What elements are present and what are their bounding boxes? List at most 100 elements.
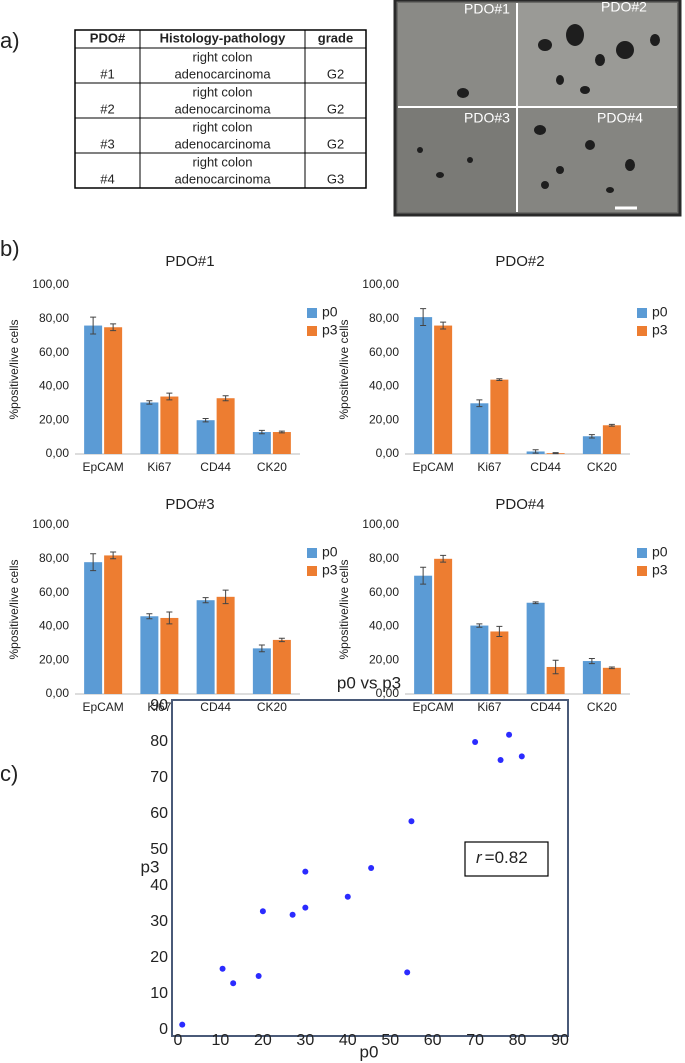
x-tick-label: CK20	[257, 700, 287, 714]
table-border	[74, 29, 367, 189]
y-tick-label: 60,00	[39, 585, 69, 599]
y-tick-label: 40,00	[369, 619, 399, 633]
table-cell: right colon	[193, 119, 253, 134]
chart-title: PDO#1	[165, 253, 214, 270]
annotation-symbol: r	[476, 848, 483, 867]
x-tick-label: CD44	[200, 460, 231, 474]
point	[472, 739, 479, 745]
x-tick-label: Ki67	[477, 700, 501, 714]
error-bar	[608, 423, 615, 427]
x-axis-label: p0	[360, 1042, 379, 1061]
table-cell: adenocarcinoma	[174, 101, 271, 116]
bar	[272, 432, 291, 454]
bar	[216, 398, 235, 454]
chart-title: PDO#2	[495, 253, 544, 270]
y-axis-label: %positive/live cells	[337, 559, 351, 659]
bar	[272, 639, 291, 694]
micrograph: PDO#1 PDO#2 PDO#3 PDO#4	[393, 0, 682, 217]
y-tick-label: 30	[150, 913, 168, 930]
y-tick-label: 20,00	[39, 412, 69, 426]
y-tick-label: 80,00	[369, 311, 399, 325]
y-tick-label: 60,00	[369, 345, 399, 359]
error-bar	[166, 611, 173, 625]
legend-swatch	[307, 308, 317, 318]
y-tick-label: 60	[150, 805, 168, 822]
chart-title: PDO#3	[165, 496, 214, 513]
error-bar	[110, 323, 117, 332]
error-bar	[496, 378, 503, 381]
chart-title: PDO#4	[495, 496, 544, 513]
bar	[252, 432, 271, 454]
image-quadrant	[517, 107, 677, 212]
error-bar	[202, 418, 209, 423]
bar	[84, 325, 103, 454]
point	[259, 908, 266, 915]
legend-swatch	[307, 566, 317, 576]
bar	[140, 402, 159, 454]
bar	[602, 425, 621, 454]
y-tick-label: 10	[150, 985, 168, 1002]
bar	[434, 325, 453, 454]
x-tick-label: 80	[509, 1032, 527, 1049]
point	[302, 904, 309, 911]
error-bar	[258, 644, 265, 653]
error-bar	[110, 551, 117, 560]
point	[368, 865, 375, 871]
table-cell: G2	[327, 101, 344, 116]
error-bar	[166, 392, 173, 401]
bar	[140, 616, 159, 694]
legend-swatch	[307, 548, 317, 558]
bar	[434, 558, 453, 694]
point	[255, 973, 262, 979]
point	[344, 893, 351, 900]
bar	[582, 661, 601, 694]
plot-frame	[171, 699, 569, 1037]
annotation: r =0.82	[476, 848, 528, 867]
error-bar	[608, 666, 615, 670]
table-header: PDO#	[90, 30, 126, 45]
x-tick-label: 90	[551, 1032, 569, 1049]
legend-label: p0	[322, 544, 338, 560]
point	[289, 911, 296, 918]
x-tick-label: EpCAM	[82, 700, 123, 714]
panel-label: c)	[0, 761, 18, 786]
x-tick-label: EpCAM	[82, 460, 123, 474]
error-bar	[420, 566, 427, 585]
point	[302, 868, 309, 875]
bar	[490, 631, 509, 694]
table-cell: G2	[327, 66, 344, 81]
error-bar	[588, 658, 595, 665]
bar	[216, 596, 235, 694]
x-tick-label: CK20	[587, 460, 617, 474]
error-bar	[496, 625, 503, 638]
bar	[196, 420, 215, 454]
y-tick-label: 0,00	[46, 686, 70, 700]
image-label: PDO#2	[601, 0, 647, 15]
table-header: grade	[318, 30, 353, 45]
legend-label: p0	[652, 544, 668, 560]
legend-label: p0	[652, 304, 668, 320]
y-tick-label: 40,00	[39, 379, 69, 393]
point	[404, 969, 411, 976]
table-cell: #2	[100, 101, 114, 116]
x-tick-label: 40	[339, 1032, 357, 1049]
legend-label: p3	[322, 322, 338, 338]
legend-label: p3	[322, 562, 338, 578]
table-cell: G3	[327, 171, 344, 186]
x-tick-label: 0	[174, 1032, 183, 1049]
image-quadrant	[517, 3, 677, 107]
bar	[414, 575, 433, 694]
error-bar	[90, 553, 97, 572]
error-bar	[278, 430, 285, 434]
table-header: Histology-pathology	[160, 30, 286, 45]
bar	[104, 327, 123, 454]
y-tick-label: 0,00	[376, 446, 400, 460]
panel-label: b)	[0, 236, 20, 261]
y-tick-label: 40	[150, 877, 168, 894]
x-tick-label: CK20	[257, 460, 287, 474]
x-tick-label: CD44	[530, 700, 561, 714]
error-bar	[90, 316, 97, 335]
bar	[470, 625, 489, 694]
bar	[104, 555, 123, 694]
